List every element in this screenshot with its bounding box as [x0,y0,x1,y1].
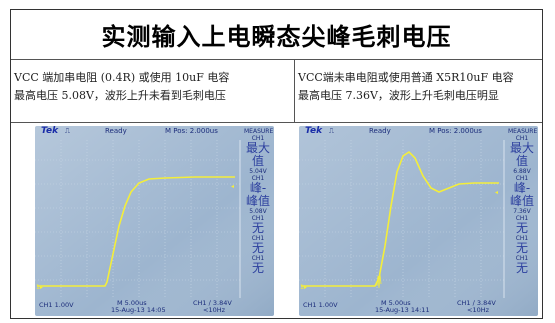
brand-logo: Tek [305,126,323,136]
left-caption-line1: VCC 端加串电阻 (0.4R) 或使用 10uF 电容 [14,71,230,84]
left-caption: VCC 端加串电阻 (0.4R) 或使用 10uF 电容 最高电压 5.08V，… [11,59,295,122]
measure-5-name: 无 [251,261,264,275]
image-row: 1▸ ◂ Tek ⎍ Ready M Pos: 2.000us MEASURE … [11,122,542,318]
oscilloscope-screenshot-right: 1▸ ◂ Tek ⎍ Ready M Pos: 2.000us MEASURE … [299,126,538,316]
trigger-icon: ⎍ [329,127,334,135]
measure-5-channel: CH1 [515,255,529,262]
measure-1-value: 6.88V [513,168,531,175]
scope-glare [299,126,538,316]
right-caption-line2: 最高电压 7.36V，波形上升毛刺电压明显 [298,89,499,102]
measure-3-name: 无 [515,221,528,235]
right-caption-line1: VCC端未串电阻或使用普通 X5R10uF 电容 [298,71,514,84]
scope-screen-right: 1▸ ◂ [299,126,538,316]
waveform-trace [301,150,499,287]
trigger-frequency: <10Hz [467,306,490,314]
measure-2-value: 7.36V [513,208,531,215]
measure-2-channel: CH1 [251,175,265,182]
trigger-info: CH1 ∕ 3.84V [193,299,232,307]
measure-header: MEASURE [508,128,538,135]
trigger-level-marker: ◂ [495,189,498,196]
trigger-level-marker: ◂ [231,183,234,190]
acquisition-status: Ready [105,127,127,135]
measure-4-name: 无 [251,241,264,255]
ch1-ground-marker: 1▸ [36,284,43,291]
measure-1-name: 最大值 [245,141,270,168]
horizontal-position: M Pos: 2.000us [429,127,482,135]
measure-5-channel: CH1 [251,255,265,262]
measure-panel: MEASURE CH1 最大值 5.04V CH1 峰-峰值 5.08V CH1… [244,128,274,275]
measure-3-channel: CH1 [251,215,265,222]
measure-2-name: 峰-峰值 [245,181,270,208]
capture-timestamp: 15-Aug-13 14:05 [111,306,166,314]
channel-scale: CH1 1.00V [39,301,74,309]
measure-1-name: 最大值 [509,141,534,168]
horizontal-position: M Pos: 2.000us [165,127,218,135]
measure-4-channel: CH1 [515,235,529,242]
measure-2-name: 峰-峰值 [509,181,534,208]
comparison-table: 实测输入上电瞬态尖峰毛刺电压 VCC 端加串电阻 (0.4R) 或使用 10uF… [10,9,543,319]
acquisition-status: Ready [369,127,391,135]
scope-screen-left: 1▸ ◂ [35,126,274,316]
measure-4-channel: CH1 [251,235,265,242]
waveform-trace [37,176,235,287]
measure-2-channel: CH1 [515,175,529,182]
ch1-ground-marker: 1▸ [300,284,307,291]
oscilloscope-screenshot-left: 1▸ ◂ Tek ⎍ Ready M Pos: 2.000us MEASURE … [35,126,274,316]
measure-panel: MEASURE CH1 最大值 6.88V CH1 峰-峰值 7.36V CH1… [508,128,538,275]
trigger-icon: ⎍ [65,127,70,135]
capture-timestamp: 15-Aug-13 14:11 [375,306,430,314]
page-title: 实测输入上电瞬态尖峰毛刺电压 [11,10,542,60]
right-caption: VCC端未串电阻或使用普通 X5R10uF 电容 最高电压 7.36V，波形上升… [295,59,542,122]
channel-scale: CH1 1.00V [303,301,338,309]
caption-row: VCC 端加串电阻 (0.4R) 或使用 10uF 电容 最高电压 5.08V，… [11,59,542,123]
measure-5-name: 无 [515,261,528,275]
measure-1-channel: CH1 [251,135,265,142]
brand-logo: Tek [41,126,59,136]
measure-3-name: 无 [251,221,264,235]
measure-4-name: 无 [515,241,528,255]
trigger-info: CH1 ∕ 3.84V [457,299,496,307]
measure-1-value: 5.04V [249,168,267,175]
measure-1-channel: CH1 [515,135,529,142]
trigger-frequency: <10Hz [203,306,226,314]
measure-3-channel: CH1 [515,215,529,222]
time-scale: M 5.00us [381,299,411,307]
measure-2-value: 5.08V [249,208,267,215]
left-caption-line2: 最高电压 5.08V，波形上升未看到毛刺电压 [14,89,226,102]
glitch-trace [376,273,382,289]
measure-header: MEASURE [244,128,274,135]
time-scale: M 5.00us [117,299,147,307]
scope-glare [35,126,274,316]
